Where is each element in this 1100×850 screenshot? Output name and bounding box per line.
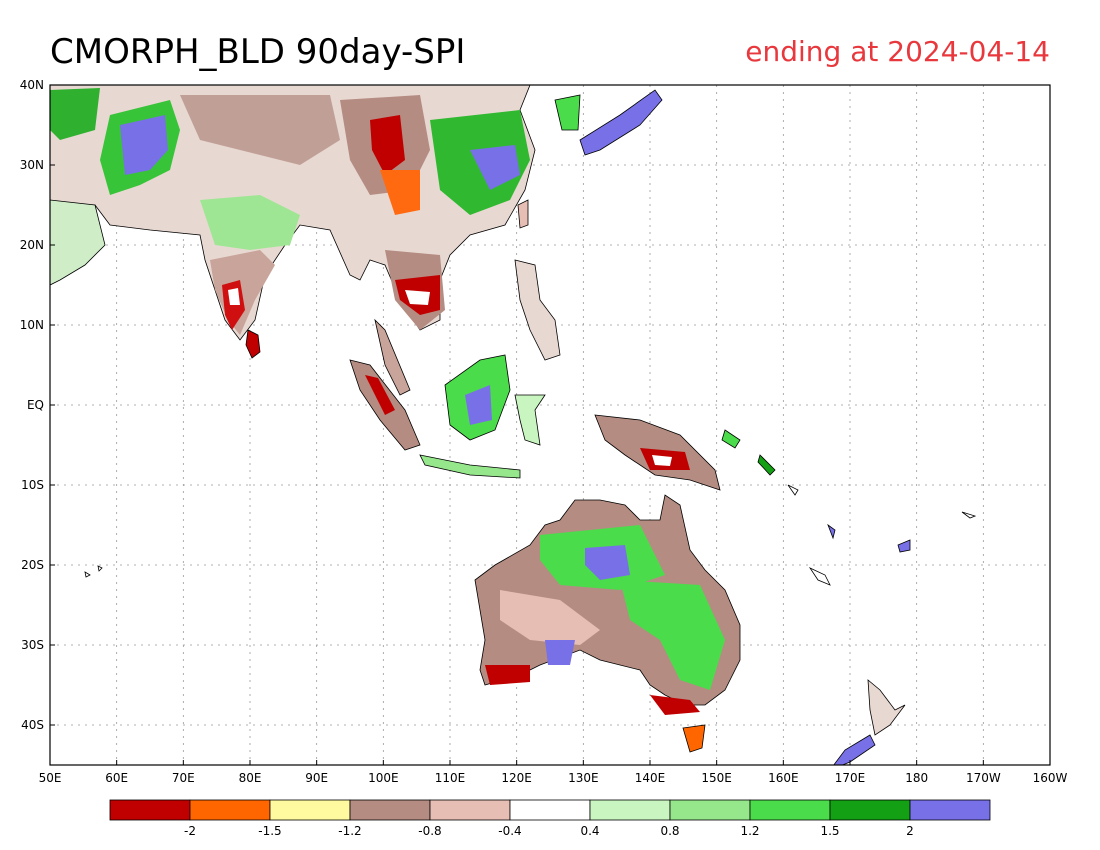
spi-shading-layer — [50, 85, 977, 765]
colorbar-label: -0.4 — [498, 824, 521, 838]
colorbar-label: -2 — [184, 824, 196, 838]
japan — [579, 89, 663, 156]
colorbar-label: 2 — [906, 824, 914, 838]
colorbar-swatch — [909, 799, 991, 821]
x-tick-label: 170W — [966, 771, 1001, 785]
y-tick-label: 10S — [21, 478, 44, 492]
map-title: CMORPH_BLD 90day-SPI — [50, 32, 465, 72]
x-tick-label: 90E — [305, 771, 328, 785]
x-tick-label: 60E — [105, 771, 128, 785]
new-zealand-south — [833, 734, 876, 765]
x-tick-label: 160E — [768, 771, 799, 785]
malay-peninsula — [374, 318, 411, 396]
y-tick-label: 20N — [20, 238, 44, 252]
x-tick-label: 80E — [239, 771, 262, 785]
x-tick-label: 180 — [905, 771, 928, 785]
philippines — [514, 259, 561, 361]
colorbar-label: 0.4 — [580, 824, 599, 838]
x-tick-label: 170E — [835, 771, 866, 785]
y-tick-label: 40N — [20, 78, 44, 92]
x-tick-label: 150E — [701, 771, 732, 785]
x-tick-label: 130E — [568, 771, 599, 785]
colorbar-swatch — [429, 799, 511, 821]
x-tick-label: 140E — [635, 771, 666, 785]
colorbar-label: 1.5 — [820, 824, 839, 838]
x-tick-label: 160W — [1033, 771, 1068, 785]
x-tick-label: 100E — [368, 771, 399, 785]
arabia-landmass — [50, 199, 106, 286]
sri-lanka — [245, 329, 261, 359]
latitude-axis: 40N 30N 20N 10N EQ 10S 20S 30S 40S — [20, 78, 55, 732]
colorbar-swatch — [349, 799, 431, 821]
korea — [554, 94, 581, 131]
y-tick-label: 20S — [21, 558, 44, 572]
colorbar-label: 1.2 — [740, 824, 759, 838]
y-tick-label: 30S — [21, 638, 44, 652]
colorbar-swatch — [189, 799, 271, 821]
x-tick-label: 50E — [39, 771, 62, 785]
colorbar-swatch — [589, 799, 671, 821]
colorbar-label: 0.8 — [660, 824, 679, 838]
y-tick-label: 30N — [20, 158, 44, 172]
colorbar-swatch — [509, 799, 591, 821]
colorbar-swatch — [669, 799, 751, 821]
colorbar-swatch — [749, 799, 831, 821]
colorbar-label: -0.8 — [418, 824, 441, 838]
colorbar-swatch — [269, 799, 351, 821]
colorbar-label: -1.2 — [338, 824, 361, 838]
sulawesi — [514, 394, 546, 446]
y-tick-label: 40S — [21, 718, 44, 732]
new-zealand-north — [867, 679, 906, 736]
map-subtitle: ending at 2024-04-14 — [745, 35, 1050, 68]
longitude-axis: 50E 60E 70E 80E 90E 100E 110E 120E 130E 140E 150E 1… — [39, 760, 1068, 785]
colorbar-swatch — [109, 799, 191, 821]
x-tick-label: 110E — [435, 771, 466, 785]
java — [419, 454, 521, 479]
x-tick-label: 70E — [172, 771, 195, 785]
tasmania — [682, 724, 706, 753]
colorbar-label: -1.5 — [258, 824, 281, 838]
x-tick-label: 120E — [501, 771, 532, 785]
y-tick-label: EQ — [27, 398, 44, 412]
spi-colorbar: -2 -1.5 -1.2 -0.8 -0.4 0.4 0.8 1.2 1.5 2 — [109, 799, 991, 838]
map-frame — [49, 84, 1051, 766]
colorbar-swatch — [829, 799, 911, 821]
y-tick-label: 10N — [20, 318, 44, 332]
